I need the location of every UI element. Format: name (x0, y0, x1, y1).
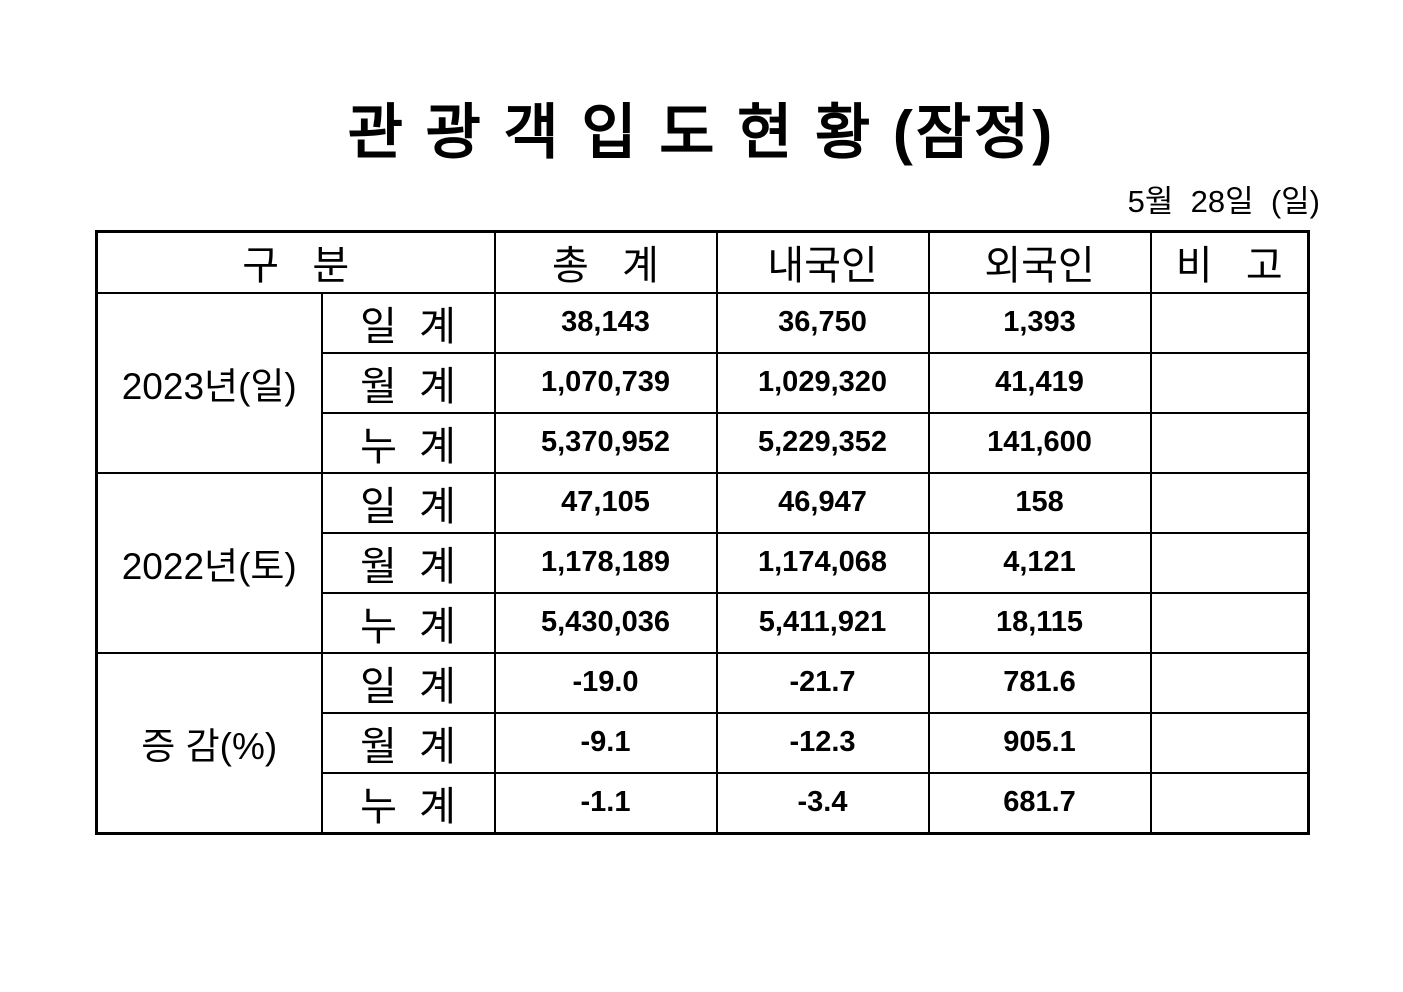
value-total: 5,430,036 (493, 591, 718, 654)
value-total: 1,178,189 (493, 531, 718, 594)
value-note (1149, 651, 1310, 714)
value-foreign: 1,393 (927, 291, 1152, 354)
value-domestic: 36,750 (715, 291, 930, 354)
value-note (1149, 711, 1310, 774)
value-total: -9.1 (493, 711, 718, 774)
value-note (1149, 291, 1310, 354)
value-domestic: 5,229,352 (715, 411, 930, 474)
value-foreign: 4,121 (927, 531, 1152, 594)
table-row: 월 계 1,070,739 1,029,320 41,419 (97, 351, 1310, 414)
period-label: 일 계 (320, 651, 496, 714)
value-note (1149, 471, 1310, 534)
value-domestic: -12.3 (715, 711, 930, 774)
table-row: 증 감(%) 일 계 -19.0 -21.7 781.6 (95, 651, 1310, 834)
page-title: 관 광 객 입 도 현 황 (잠정) (347, 99, 1056, 166)
header-domestic: 내국인 (715, 230, 930, 294)
table-row: 2023년(일) 일 계 38,143 36,750 1,393 (95, 291, 1310, 474)
value-note (1149, 351, 1310, 414)
value-total: -1.1 (493, 771, 718, 834)
value-total: 38,143 (493, 291, 718, 354)
tourist-arrivals-table: 구 분 총 계 내국인 외국인 비 고 2023년(일) 일 계 38,143 … (95, 230, 1311, 835)
table-row: 누 계 5,370,952 5,229,352 141,600 (97, 411, 1310, 474)
value-domestic: 1,174,068 (715, 531, 930, 594)
period-label: 일 계 (320, 291, 496, 354)
table-row: 월 계 1,178,189 1,174,068 4,121 (97, 531, 1310, 594)
header-foreign: 외국인 (927, 230, 1152, 294)
value-foreign: 781.6 (927, 651, 1152, 714)
value-total: -19.0 (493, 651, 718, 714)
value-total: 5,370,952 (493, 411, 718, 474)
group-label-2022: 2022년(토) (95, 471, 323, 654)
table-row: 월 계 -9.1 -12.3 905.1 (97, 711, 1310, 774)
group-label-change: 증 감(%) (95, 651, 323, 834)
header-category: 구 분 (95, 230, 496, 294)
period-label: 일 계 (320, 471, 496, 534)
value-foreign: 141,600 (927, 411, 1152, 474)
period-label: 월 계 (320, 531, 496, 594)
table-row: 2022년(토) 일 계 47,105 46,947 158 (95, 471, 1310, 654)
period-label: 월 계 (320, 711, 496, 774)
report-date: 5월 28일 (일) (1127, 184, 1320, 219)
period-label: 누 계 (320, 591, 496, 654)
table-row: 누 계 -1.1 -3.4 681.7 (97, 771, 1310, 834)
value-total: 1,070,739 (493, 351, 718, 414)
table-header-row: 구 분 총 계 내국인 외국인 비 고 (95, 230, 1310, 294)
value-foreign: 905.1 (927, 711, 1152, 774)
value-domestic: 1,029,320 (715, 351, 930, 414)
value-domestic: 46,947 (715, 471, 930, 534)
value-domestic: -21.7 (715, 651, 930, 714)
period-label: 누 계 (320, 411, 496, 474)
header-total: 총 계 (493, 230, 718, 294)
value-foreign: 681.7 (927, 771, 1152, 834)
value-domestic: 5,411,921 (715, 591, 930, 654)
table-row: 누 계 5,430,036 5,411,921 18,115 (97, 591, 1310, 654)
value-note (1149, 591, 1310, 654)
value-total: 47,105 (493, 471, 718, 534)
value-foreign: 18,115 (927, 591, 1152, 654)
value-note (1149, 531, 1310, 594)
header-note: 비 고 (1149, 230, 1310, 294)
period-label: 누 계 (320, 771, 496, 834)
value-note (1149, 411, 1310, 474)
value-domestic: -3.4 (715, 771, 930, 834)
value-foreign: 41,419 (927, 351, 1152, 414)
value-foreign: 158 (927, 471, 1152, 534)
group-label-2023: 2023년(일) (95, 291, 323, 474)
period-label: 월 계 (320, 351, 496, 414)
value-note (1149, 771, 1310, 834)
